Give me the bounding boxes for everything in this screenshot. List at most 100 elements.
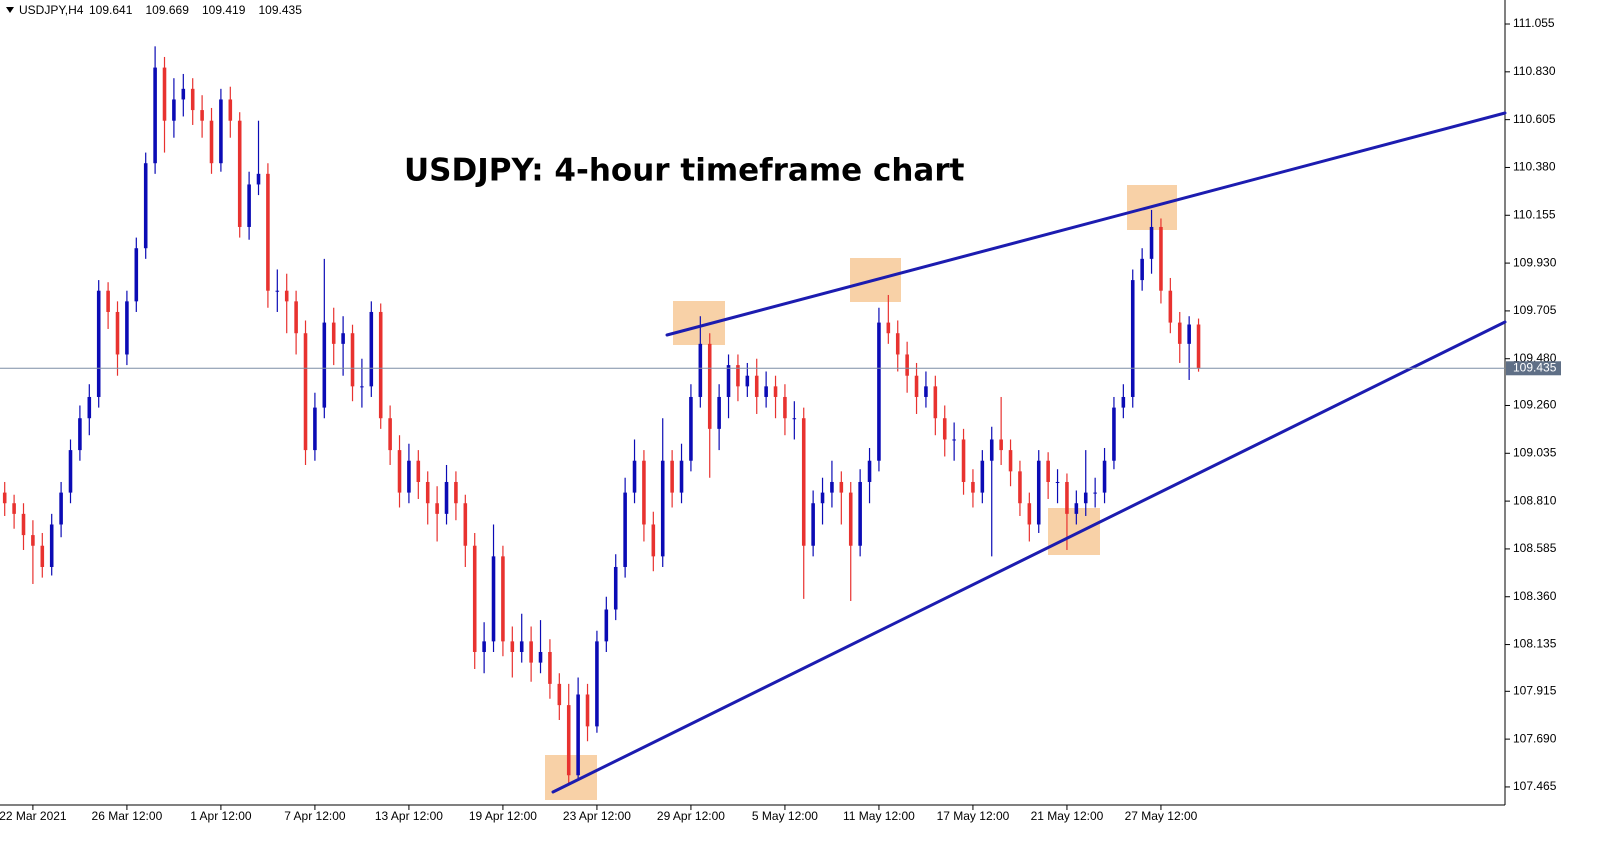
candle-body	[604, 609, 609, 642]
candles	[2, 46, 1201, 784]
candle-body	[726, 365, 731, 397]
candle-body	[877, 322, 881, 461]
candle-body	[228, 99, 233, 121]
candle-body	[444, 481, 449, 514]
candle-body	[21, 513, 26, 536]
candle-body	[1140, 258, 1144, 281]
y-tick-label: 107.915	[1513, 683, 1557, 697]
candle-body	[59, 492, 63, 525]
candle-body	[679, 460, 684, 493]
candle-body	[435, 503, 439, 514]
y-tick-label: 108.585	[1513, 541, 1557, 555]
y-tick-label: 110.155	[1513, 207, 1556, 221]
candle-body	[754, 375, 759, 397]
candle-body	[125, 301, 129, 355]
x-tick-label: 17 May 12:00	[937, 809, 1010, 823]
candle-body	[172, 99, 176, 121]
candle-body	[294, 301, 298, 334]
x-tick-label: 13 Apr 12:00	[375, 809, 443, 823]
candle-body	[914, 375, 919, 397]
candle-body	[200, 110, 204, 121]
x-tick-label: 22 Mar 2021	[0, 809, 67, 823]
candle-body	[1065, 481, 1069, 514]
candle-body	[331, 322, 336, 344]
candle-body	[425, 481, 430, 504]
candle-body	[698, 343, 703, 397]
candle-body	[942, 418, 947, 440]
current-price-box	[1506, 361, 1561, 376]
candle-body	[501, 556, 505, 642]
candle-body	[256, 173, 261, 185]
x-tick-label: 5 May 12:00	[752, 809, 818, 823]
candle-body	[482, 641, 486, 652]
candle-body	[783, 396, 787, 419]
y-tick-label: 109.930	[1513, 255, 1557, 269]
candle-body	[397, 450, 402, 493]
candle-body	[143, 163, 148, 249]
candle-body	[1093, 492, 1097, 494]
candle-body	[463, 503, 468, 546]
candle-body	[1149, 226, 1154, 259]
candle-body	[1196, 324, 1201, 369]
candle-body	[548, 651, 552, 684]
candle-body	[322, 322, 327, 408]
candle-body	[670, 460, 674, 493]
candle-body	[181, 88, 186, 100]
candle-body	[247, 184, 251, 227]
candle-body	[1102, 460, 1107, 493]
x-tick-label: 29 Apr 12:00	[657, 809, 725, 823]
candle-body	[369, 311, 374, 387]
candle-body	[303, 333, 308, 451]
header-close: 109.435	[259, 3, 303, 17]
candle-body	[886, 322, 891, 334]
y-tick-label: 108.360	[1513, 589, 1557, 603]
header-high: 109.669	[146, 3, 190, 17]
candle-body	[1159, 226, 1163, 291]
candle-body	[416, 460, 421, 482]
x-tick-label: 26 Mar 12:00	[92, 809, 163, 823]
candle-body	[773, 386, 778, 397]
candle-body	[275, 290, 280, 292]
candle-body	[407, 460, 411, 493]
candle-body	[623, 492, 627, 567]
candle-body	[284, 290, 289, 302]
candle-body	[933, 386, 938, 419]
current-price-label: 109.435	[1513, 360, 1557, 374]
candle-body	[153, 67, 157, 164]
y-tick-label: 109.260	[1513, 398, 1557, 412]
candle-body	[378, 311, 383, 419]
candle-body	[858, 481, 862, 546]
candle-body	[971, 481, 975, 493]
candle-body	[1177, 322, 1182, 344]
candle-body	[830, 481, 834, 493]
y-tick-label: 108.135	[1513, 637, 1557, 651]
candle-body	[613, 566, 618, 610]
header-arrow	[6, 7, 14, 13]
candle-body	[905, 354, 909, 376]
candle-body	[96, 290, 101, 397]
candle-body	[237, 120, 242, 227]
candle-body	[820, 492, 825, 504]
candle-body	[190, 88, 195, 111]
candle-body	[736, 365, 740, 387]
candle-body	[632, 460, 637, 493]
candle-body	[1130, 280, 1135, 397]
candle-body	[745, 375, 750, 387]
y-tick-label: 107.465	[1513, 779, 1557, 793]
candle-body	[491, 556, 496, 642]
x-tick-label: 21 May 12:00	[1031, 809, 1104, 823]
candle-body	[134, 248, 139, 302]
candle-body	[40, 545, 45, 567]
candle-body	[529, 641, 533, 663]
candle-body	[1074, 503, 1079, 514]
candle-body	[961, 439, 966, 482]
candle-body	[1046, 460, 1050, 482]
candle-body	[31, 535, 35, 546]
candle-body	[764, 386, 768, 397]
x-tick-label: 1 Apr 12:00	[190, 809, 252, 823]
candle-body	[49, 524, 54, 567]
candle-body	[1027, 503, 1032, 525]
candle-body	[388, 418, 392, 451]
y-tick-label: 110.830	[1513, 64, 1556, 78]
y-tick-label: 107.690	[1513, 731, 1557, 745]
